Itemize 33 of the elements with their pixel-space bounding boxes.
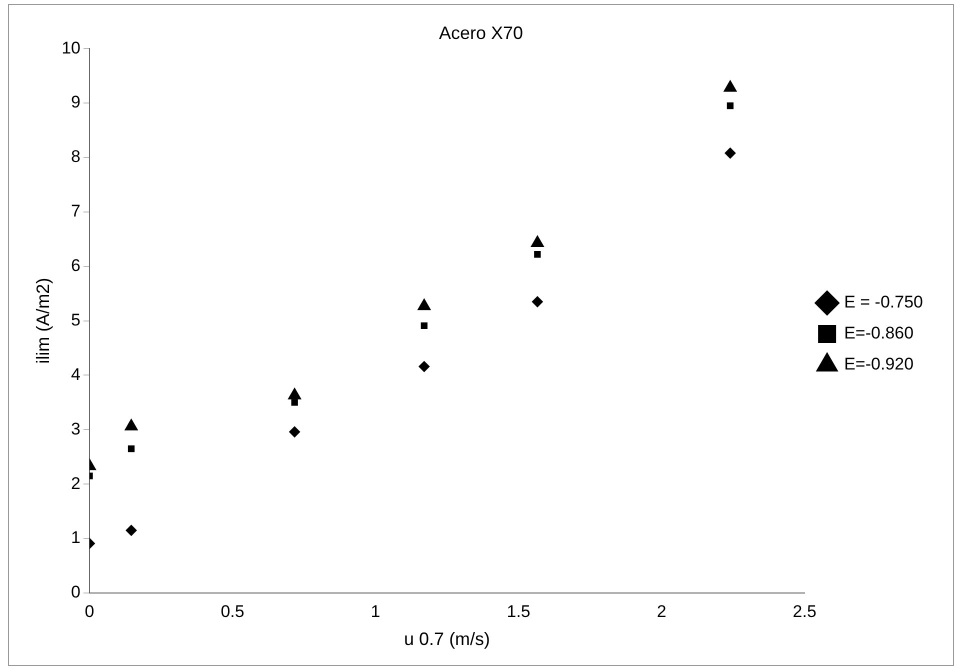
y-tick-label: 4 [71,364,81,384]
x-tick-label: 0.5 [220,602,244,621]
point [289,426,300,438]
y-tick-label: 3 [71,419,81,438]
x-tick-label: 2.5 [792,602,816,621]
y-axis-title: ilim (A/m2) [32,278,53,364]
point [532,296,543,308]
point [418,361,430,372]
point [534,251,541,258]
y-tick-label: 9 [71,92,81,112]
point [291,399,298,406]
y-tick-label: 2 [71,474,81,493]
point [128,445,135,452]
y-tick-label: 5 [71,310,81,330]
point [726,102,734,110]
x-tick-label: 0 [84,602,94,621]
legend-label: E = -0.750 [844,292,924,312]
point [420,322,428,330]
x-tick-label: 1.5 [506,602,530,621]
legend-label: E=-0.860 [844,324,914,343]
y-tick-label: 8 [71,147,81,166]
chart-title: Acero X70 [438,22,524,43]
x-tick-label: 1 [370,602,380,621]
point [126,524,137,536]
y-tick-label: 7 [71,202,81,221]
x-axis-title: u 0.7 (m/s) [404,629,490,650]
point [724,148,736,159]
x-tick-label: 2 [656,602,666,621]
y-tick-label: 1 [71,528,81,548]
y-tick-label: 10 [62,38,81,58]
y-tick-label: 6 [71,256,81,276]
y-tick-label: 0 [71,582,81,602]
legend-label: E=-0.920 [844,354,914,374]
